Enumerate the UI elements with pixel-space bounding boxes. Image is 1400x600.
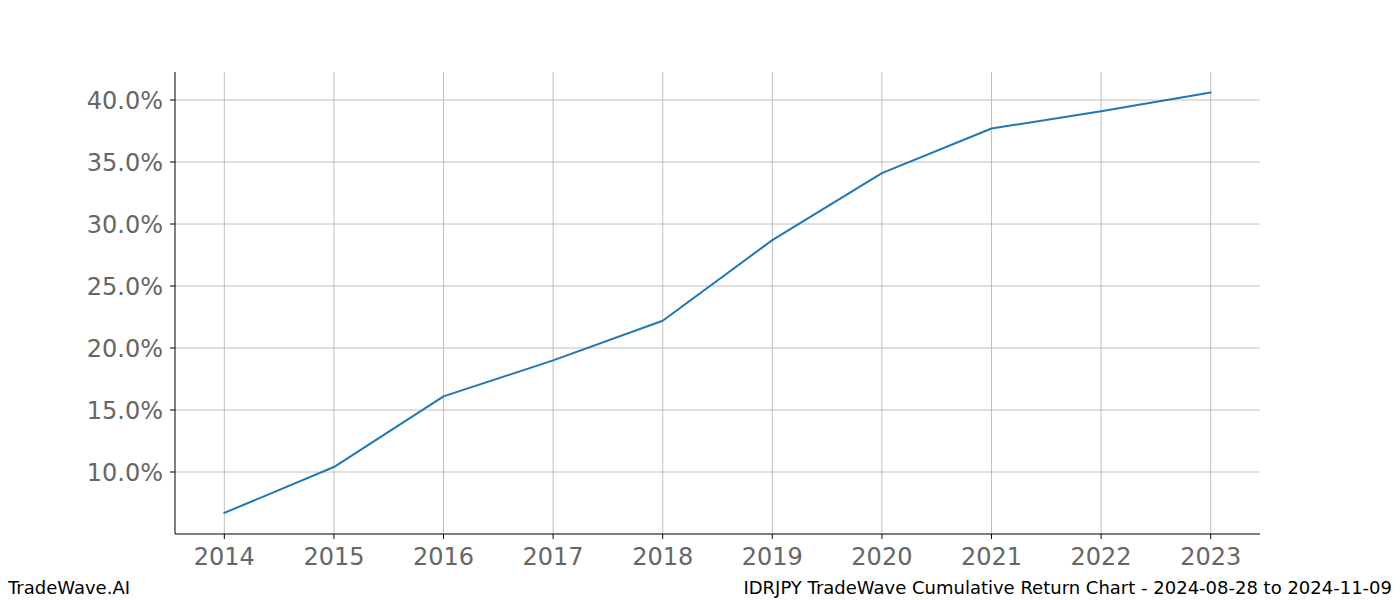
x-tick-label: 2020 xyxy=(851,543,912,571)
x-grid-line xyxy=(443,72,444,534)
y-grid-line xyxy=(175,224,1260,225)
x-tick-label: 2022 xyxy=(1071,543,1132,571)
x-tick-label: 2017 xyxy=(523,543,584,571)
x-grid-line xyxy=(333,72,334,534)
x-axis-line xyxy=(175,534,1260,535)
y-tick-label: 25.0% xyxy=(87,273,163,301)
x-tick-label: 2018 xyxy=(632,543,693,571)
y-grid-line xyxy=(175,162,1260,163)
x-grid-line xyxy=(772,72,773,534)
x-tick-label: 2021 xyxy=(961,543,1022,571)
x-grid-line xyxy=(553,72,554,534)
y-grid-line xyxy=(175,286,1260,287)
x-grid-line xyxy=(224,72,225,534)
y-tick xyxy=(170,100,175,101)
y-tick xyxy=(170,410,175,411)
data-line xyxy=(224,93,1210,513)
y-tick-label: 35.0% xyxy=(87,149,163,177)
x-tick-label: 2019 xyxy=(742,543,803,571)
x-grid-line xyxy=(991,72,992,534)
y-tick-label: 20.0% xyxy=(87,335,163,363)
y-tick-label: 10.0% xyxy=(87,459,163,487)
x-grid-line xyxy=(881,72,882,534)
y-grid-line xyxy=(175,472,1260,473)
y-axis-line xyxy=(175,72,176,534)
x-tick-label: 2015 xyxy=(303,543,364,571)
title: IDRJPY TradeWave Cumulative Return Chart… xyxy=(743,577,1392,598)
y-grid-line xyxy=(175,348,1260,349)
x-grid-line xyxy=(1210,72,1211,534)
grid xyxy=(175,72,1260,534)
y-tick-label: 30.0% xyxy=(87,211,163,239)
x-grid-line xyxy=(1101,72,1102,534)
x-tick xyxy=(333,534,334,539)
x-tick xyxy=(443,534,444,539)
x-tick xyxy=(224,534,225,539)
x-tick xyxy=(881,534,882,539)
axes: 2014 2015 2016 2017 2018 2019 2020 2021 2022 2023… xyxy=(87,72,1260,571)
y-tick xyxy=(170,472,175,473)
y-tick xyxy=(170,348,175,349)
y-tick xyxy=(170,286,175,287)
x-tick xyxy=(662,534,663,539)
y-tick-label: 40.0% xyxy=(87,87,163,115)
y-grid-line xyxy=(175,410,1260,411)
x-tick xyxy=(1210,534,1211,539)
plot-data xyxy=(224,93,1210,513)
x-tick-label: 2014 xyxy=(194,543,255,571)
x-tick xyxy=(991,534,992,539)
y-tick-label: 15.0% xyxy=(87,397,163,425)
x-tick-label: 2023 xyxy=(1180,543,1241,571)
x-tick xyxy=(553,534,554,539)
y-tick xyxy=(170,224,175,225)
x-tick-label: 2016 xyxy=(413,543,474,571)
source: TradeWave.AI xyxy=(7,577,130,598)
x-grid-line xyxy=(662,72,663,534)
x-tick xyxy=(772,534,773,539)
chart: 2014 2015 2016 2017 2018 2019 2020 2021 2022 2023… xyxy=(0,0,1400,600)
y-grid-line xyxy=(175,100,1260,101)
x-tick xyxy=(1101,534,1102,539)
y-tick xyxy=(170,162,175,163)
